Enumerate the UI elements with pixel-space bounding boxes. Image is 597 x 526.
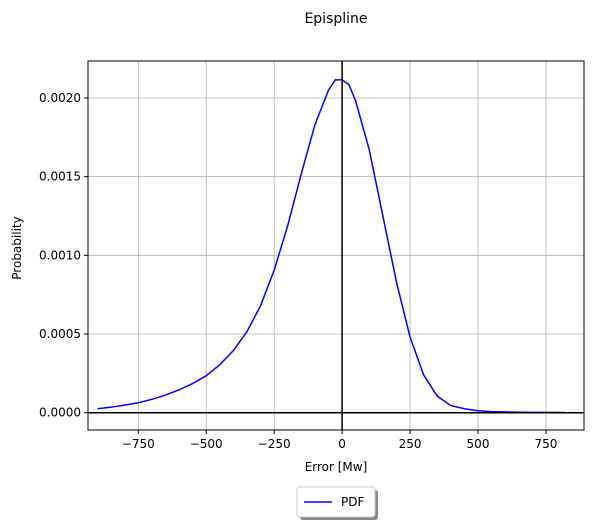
y-tick-label: 0.0015: [39, 170, 81, 184]
x-tick-label: −500: [190, 437, 223, 451]
x-tick-label: 500: [467, 437, 490, 451]
plot-frame: [87, 60, 585, 431]
y-tick-label: 0.0005: [39, 327, 81, 341]
chart-title: Epispline: [304, 11, 367, 27]
legend-box: [296, 486, 376, 518]
legend-label-pdf: PDF: [341, 495, 364, 509]
x-tick-label: −250: [258, 437, 291, 451]
grid-layer: [88, 61, 584, 430]
x-ticks: −750 −500 −250 0 250 500 750: [122, 430, 557, 451]
legend: PDF: [296, 486, 378, 520]
reference-lines: [88, 61, 584, 430]
y-tick-label: 0.0000: [39, 406, 81, 420]
y-ticks: 0.0000 0.0005 0.0010 0.0015 0.0020: [39, 91, 88, 420]
y-tick-label: 0.0020: [39, 91, 81, 105]
x-tick-label: −750: [122, 437, 155, 451]
x-tick-label: 250: [399, 437, 422, 451]
x-axis-label: Error [Mw]: [305, 460, 368, 474]
x-tick-label: 750: [534, 437, 557, 451]
series-pdf-line: [97, 79, 565, 414]
series-layer: [97, 79, 565, 414]
x-tick-label: 0: [338, 437, 346, 451]
y-axis-label: Probability: [10, 216, 24, 279]
y-tick-label: 0.0010: [39, 248, 81, 262]
